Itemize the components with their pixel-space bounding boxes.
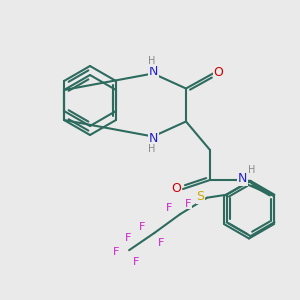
Text: O: O (172, 182, 181, 195)
Text: N: N (149, 65, 159, 78)
Text: H: H (248, 165, 256, 176)
Text: F: F (133, 256, 139, 267)
Text: O: O (214, 66, 223, 80)
Text: N: N (149, 132, 159, 145)
Text: S: S (196, 190, 205, 203)
Text: F: F (158, 238, 164, 248)
Text: N: N (238, 172, 247, 185)
Text: H: H (148, 144, 155, 154)
Text: H: H (148, 56, 155, 66)
Text: F: F (139, 222, 145, 232)
Text: F: F (184, 199, 191, 209)
Text: F: F (124, 233, 131, 243)
Text: F: F (112, 247, 119, 257)
Text: F: F (166, 203, 172, 213)
